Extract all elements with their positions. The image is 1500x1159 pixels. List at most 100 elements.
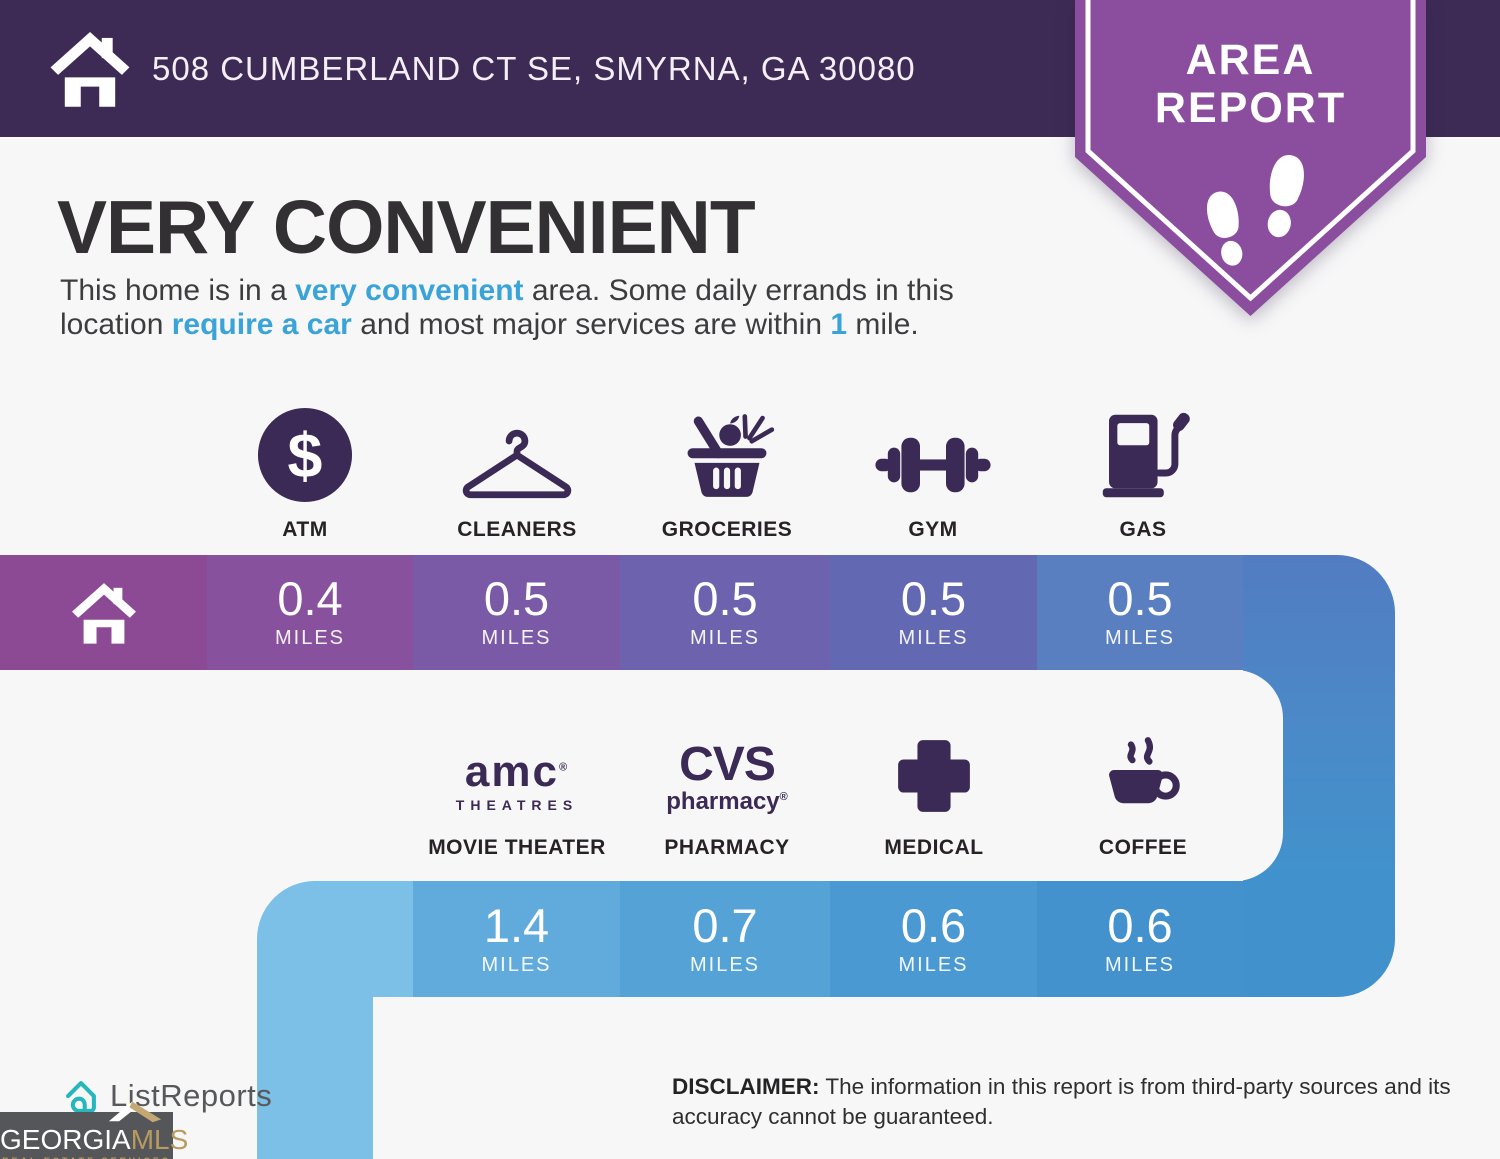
mls-tagline: REAL ESTATE SERVICES xyxy=(0,1156,173,1159)
distance-unit: MILES xyxy=(481,953,552,976)
badge-line-2: REPORT xyxy=(1154,84,1347,133)
distance-cell-medical: 0.6 MILES xyxy=(830,881,1037,997)
cvs-wordmark: CVS xyxy=(679,738,776,791)
medical-cross-icon xyxy=(898,740,970,812)
route-elbow-left xyxy=(257,881,413,997)
distance-value: 0.5 xyxy=(483,572,550,625)
mls-roof-icon xyxy=(108,1101,162,1123)
distance-cell-atm: 0.4 MILES xyxy=(207,555,413,670)
distance-value: 0.6 xyxy=(900,898,967,952)
summary-text: location xyxy=(60,308,172,341)
poi-pharmacy: CVS pharmacy® PHARMACY xyxy=(612,716,842,860)
hanger-icon xyxy=(462,429,572,499)
poi-label: MOVIE THEATER xyxy=(428,836,606,859)
home-cell xyxy=(0,555,207,670)
badge-title: AREA REPORT xyxy=(1075,36,1426,132)
summary-text: This home is in a xyxy=(60,274,296,307)
atm-dollar-icon: $ xyxy=(257,407,353,503)
dumbbell-icon xyxy=(875,437,991,493)
highlight-one: 1 xyxy=(830,308,848,341)
grocery-basket-icon xyxy=(687,414,775,497)
footer-panel xyxy=(373,997,1500,1159)
poi-label: CLEANERS xyxy=(457,518,577,541)
distance-value: 0.5 xyxy=(900,572,967,625)
highlight-require-a-car: require a car xyxy=(171,308,352,341)
amc-theatres-logo: amc® THEATRES xyxy=(455,747,579,813)
distance-unit: MILES xyxy=(689,953,761,976)
distance-value: 1.4 xyxy=(483,898,550,952)
cvs-pharmacy-logo: CVS pharmacy® xyxy=(666,741,788,814)
distance-value: 0.7 xyxy=(692,898,758,952)
summary-line-1: This home is in a very convenient area. … xyxy=(60,274,954,308)
page-title: VERY CONVENIENT xyxy=(57,185,756,269)
distance-unit: MILES xyxy=(1104,953,1176,976)
distance-unit: MILES xyxy=(689,627,761,649)
poi-gas: GAS xyxy=(1033,398,1253,542)
svg-text:$: $ xyxy=(288,422,323,492)
registered-mark: ® xyxy=(779,791,788,803)
distance-unit: MILES xyxy=(898,953,969,976)
mls-wordmark: GEORGIAMLS xyxy=(0,1124,188,1155)
distance-cell-gas: 0.5 MILES xyxy=(1037,555,1243,670)
poi-label: MEDICAL xyxy=(884,836,984,859)
poi-cleaners: CLEANERS xyxy=(407,398,627,542)
poi-label: COFFEE xyxy=(1098,836,1188,859)
route-connector-left xyxy=(257,995,373,1159)
cvs-pharmacy-text: pharmacy xyxy=(666,788,780,815)
distance-unit: MILES xyxy=(898,627,969,649)
distance-cell-gym: 0.5 MILES xyxy=(830,555,1037,670)
disclaimer-text: The information in this report is from t… xyxy=(672,1074,1451,1130)
distance-value: 0.5 xyxy=(692,572,758,625)
coffee-cup-icon xyxy=(1109,737,1180,804)
amc-wordmark: amc xyxy=(464,747,559,796)
poi-movie-theater: amc® THEATRES MOVIE THEATER xyxy=(402,716,632,860)
distance-unit: MILES xyxy=(481,627,552,649)
disclaimer-label: DISCLAIMER: xyxy=(672,1074,820,1099)
georgia-mls-logo: GEORGIAMLS REAL ESTATE SERVICES xyxy=(0,1101,188,1159)
poi-label: PHARMACY xyxy=(664,836,790,859)
registered-mark: ® xyxy=(558,761,570,774)
summary-line-2: location require a car and most major se… xyxy=(60,308,954,342)
listreports-house-icon xyxy=(66,1081,96,1113)
mls-mls-text: MLS xyxy=(130,1124,189,1155)
distance-cell-cleaners: 0.5 MILES xyxy=(413,555,620,670)
summary-paragraph: This home is in a very convenient area. … xyxy=(60,274,954,342)
footprints-icon xyxy=(1206,155,1304,266)
highlight-very-convenient: very convenient xyxy=(295,274,524,307)
home-icon xyxy=(50,32,130,107)
distance-cell-groceries: 0.5 MILES xyxy=(620,555,830,670)
ribbon-shape-icon xyxy=(1075,0,1426,316)
summary-text: area. Some daily errands in this xyxy=(523,274,954,307)
summary-text: mile. xyxy=(847,308,919,341)
gas-pump-icon xyxy=(1102,412,1190,498)
distance-bar-2: 1.4 MILES 0.7 MILES 0.6 MILES 0.6 MILES xyxy=(257,881,1243,997)
home-icon xyxy=(71,582,136,644)
poi-coffee: COFFEE xyxy=(1028,716,1258,860)
summary-text: and most major services are within xyxy=(351,308,831,341)
mls-georgia-text: GEORGIA xyxy=(0,1124,131,1155)
badge-line-1: AREA xyxy=(1185,36,1316,84)
property-address: 508 CUMBERLAND CT SE, SMYRNA, GA 30080 xyxy=(152,50,916,87)
poi-medical: MEDICAL xyxy=(819,716,1049,860)
disclaimer: DISCLAIMER: The information in this repo… xyxy=(672,1072,1492,1133)
distance-cell-coffee: 0.6 MILES xyxy=(1037,881,1243,997)
poi-label: GROCERIES xyxy=(661,518,793,541)
poi-gym: GYM xyxy=(823,398,1043,542)
poi-groceries: GROCERIES xyxy=(617,398,837,542)
route-gap-panel xyxy=(0,670,1283,881)
distance-unit: MILES xyxy=(1104,627,1176,649)
listreports-logo: ListReports xyxy=(62,1077,272,1115)
amc-theatres-text: THEATRES xyxy=(455,797,579,813)
distance-bar-1: 0.4 MILES 0.5 MILES 0.5 MILES 0.5 MILES … xyxy=(0,555,1243,670)
distance-cell-movie-theater: 1.4 MILES xyxy=(413,881,620,997)
distance-value: 0.4 xyxy=(277,572,343,625)
poi-label: ATM xyxy=(282,518,328,541)
area-report-badge: AREA REPORT xyxy=(1075,0,1426,316)
distance-value: 0.6 xyxy=(1107,898,1173,952)
distance-value: 0.5 xyxy=(1107,572,1173,625)
distance-unit: MILES xyxy=(274,627,346,649)
poi-atm: $ ATM xyxy=(195,398,415,542)
poi-label: GAS xyxy=(1119,518,1167,541)
distance-cell-pharmacy: 0.7 MILES xyxy=(620,881,830,997)
